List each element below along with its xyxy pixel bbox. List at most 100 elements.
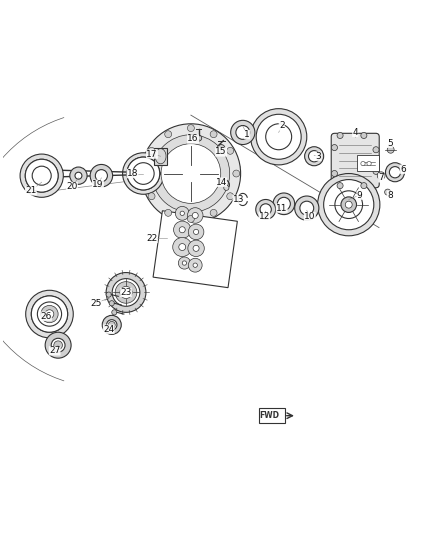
Text: 26: 26 — [40, 312, 52, 321]
Circle shape — [178, 257, 191, 269]
Text: 18: 18 — [127, 169, 138, 178]
Circle shape — [54, 341, 63, 350]
Text: 12: 12 — [259, 212, 270, 221]
Circle shape — [373, 147, 379, 153]
Text: 4: 4 — [353, 128, 358, 137]
Text: 7: 7 — [378, 173, 384, 182]
Text: 25: 25 — [90, 299, 102, 308]
Circle shape — [152, 135, 230, 212]
Circle shape — [102, 316, 121, 334]
Circle shape — [196, 135, 202, 141]
FancyBboxPatch shape — [331, 133, 379, 188]
Circle shape — [261, 119, 297, 155]
Circle shape — [179, 227, 185, 233]
Circle shape — [173, 238, 192, 256]
Circle shape — [256, 199, 276, 220]
Circle shape — [227, 147, 234, 154]
Circle shape — [141, 124, 240, 223]
Circle shape — [210, 209, 217, 216]
Circle shape — [108, 321, 115, 328]
Circle shape — [180, 211, 184, 215]
Circle shape — [175, 206, 189, 220]
Circle shape — [193, 245, 199, 252]
Circle shape — [37, 302, 62, 326]
Circle shape — [324, 180, 374, 230]
Circle shape — [148, 193, 155, 200]
Circle shape — [188, 240, 204, 256]
Text: FWD: FWD — [260, 411, 279, 420]
Circle shape — [45, 310, 54, 318]
Circle shape — [120, 286, 132, 298]
Circle shape — [231, 120, 255, 144]
Circle shape — [51, 338, 65, 352]
Circle shape — [273, 193, 295, 215]
Circle shape — [165, 209, 172, 216]
Circle shape — [182, 261, 187, 265]
Circle shape — [345, 201, 352, 208]
Text: 27: 27 — [49, 346, 60, 356]
Circle shape — [217, 144, 225, 152]
Circle shape — [90, 165, 113, 187]
Circle shape — [187, 125, 194, 132]
Circle shape — [260, 204, 271, 215]
Circle shape — [361, 161, 365, 166]
Circle shape — [123, 153, 164, 195]
Circle shape — [187, 208, 203, 223]
Circle shape — [112, 310, 117, 315]
FancyBboxPatch shape — [357, 155, 379, 171]
Circle shape — [133, 163, 154, 184]
Circle shape — [318, 174, 380, 236]
Circle shape — [332, 171, 338, 176]
Text: 21: 21 — [25, 187, 37, 195]
Circle shape — [385, 189, 391, 195]
Circle shape — [361, 132, 367, 139]
Text: 10: 10 — [304, 212, 315, 221]
Circle shape — [295, 196, 319, 220]
Circle shape — [179, 244, 186, 251]
Circle shape — [187, 215, 194, 222]
Circle shape — [377, 172, 385, 180]
Text: 23: 23 — [120, 288, 132, 297]
Circle shape — [367, 161, 371, 166]
Text: 8: 8 — [387, 191, 393, 200]
Circle shape — [193, 263, 198, 268]
Circle shape — [224, 185, 229, 190]
Circle shape — [236, 126, 250, 139]
Circle shape — [32, 296, 67, 332]
Text: 14: 14 — [215, 177, 227, 187]
Text: 1: 1 — [244, 130, 250, 139]
Circle shape — [361, 183, 367, 189]
Circle shape — [32, 296, 67, 332]
Text: 20: 20 — [66, 182, 78, 191]
Circle shape — [41, 305, 58, 322]
Circle shape — [304, 147, 324, 166]
Text: 19: 19 — [92, 180, 104, 189]
Text: 15: 15 — [215, 148, 227, 156]
Circle shape — [25, 159, 58, 192]
Circle shape — [192, 213, 198, 219]
Circle shape — [109, 301, 114, 306]
Circle shape — [341, 197, 357, 213]
Circle shape — [106, 272, 146, 312]
Circle shape — [227, 193, 234, 200]
Polygon shape — [154, 148, 167, 165]
Text: 13: 13 — [233, 195, 244, 204]
Text: 9: 9 — [357, 191, 362, 200]
Circle shape — [277, 197, 290, 211]
Circle shape — [389, 167, 401, 178]
Circle shape — [332, 144, 338, 151]
Circle shape — [26, 290, 73, 338]
Text: 17: 17 — [146, 150, 158, 158]
Text: 3: 3 — [316, 152, 321, 161]
Circle shape — [188, 259, 202, 272]
Polygon shape — [153, 211, 237, 288]
Circle shape — [328, 184, 370, 225]
Circle shape — [173, 221, 191, 238]
Circle shape — [387, 146, 394, 153]
Circle shape — [233, 170, 240, 177]
Circle shape — [148, 147, 155, 154]
Circle shape — [308, 151, 320, 162]
Circle shape — [251, 109, 307, 165]
Circle shape — [266, 124, 292, 150]
FancyBboxPatch shape — [259, 408, 285, 424]
